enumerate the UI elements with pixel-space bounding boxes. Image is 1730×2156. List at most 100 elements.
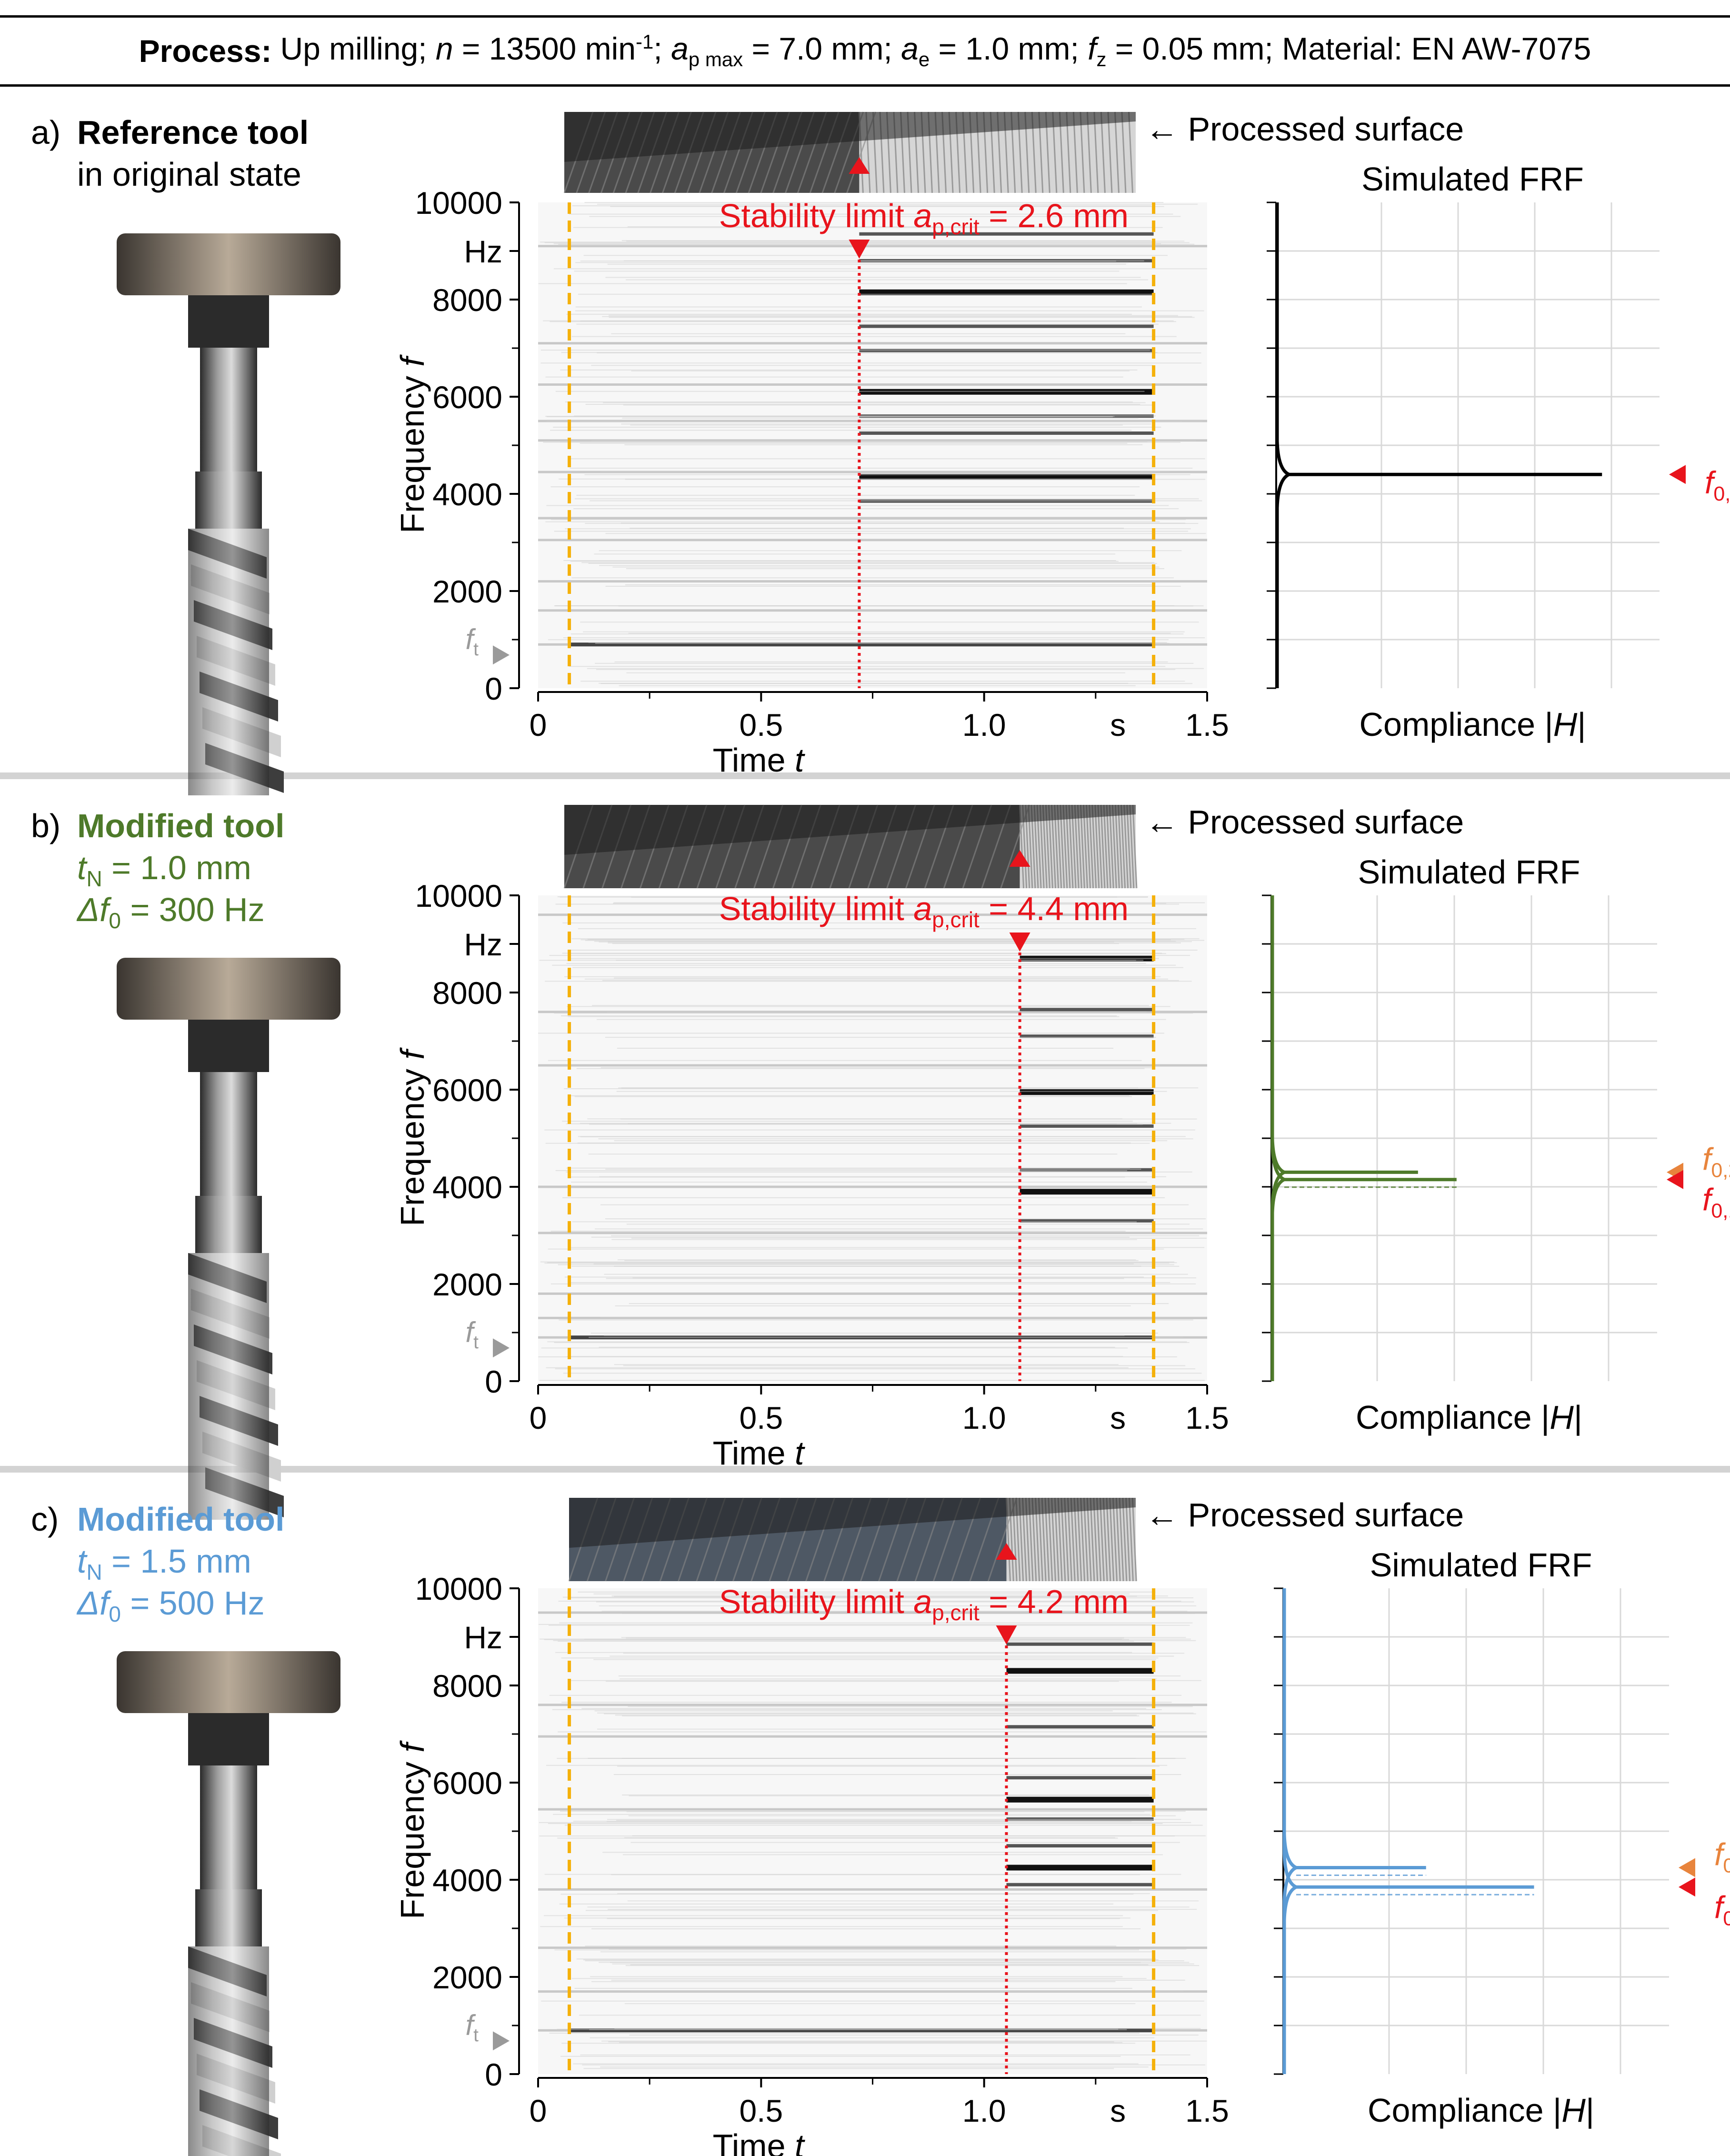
- workpiece-wedge: [569, 1498, 1136, 1548]
- tool-param-df0: Δf0 = 300 Hz: [76, 891, 265, 933]
- chatter-marks: [1080, 111, 1085, 193]
- y-tick-label: 4000: [432, 1863, 502, 1898]
- x-axis: 0 0.5 1.0 s 1.5 Time t: [530, 2077, 1229, 2156]
- y-tick-label: 2000: [432, 574, 502, 609]
- x-axis: 0 0.5 1.0 s 1.5 Time t: [530, 691, 1229, 779]
- chatter-marks: [1086, 1497, 1092, 1582]
- workpiece-wedge: [564, 805, 1136, 855]
- f01-marker: [1679, 1877, 1695, 1897]
- chatter-marks: [1077, 804, 1082, 889]
- chatter-marks: [1090, 1497, 1095, 1582]
- frf-curve-f0-1: [1270, 895, 1457, 1381]
- y-tick-label: 0: [485, 2057, 502, 2092]
- tool-neck: [195, 1196, 262, 1253]
- panel-letter: a): [31, 114, 60, 151]
- processed-surface-image: [563, 804, 1138, 889]
- y-tick-label: 8000: [432, 282, 502, 318]
- chatter-marks: [1128, 1497, 1134, 1582]
- chatter-marks: [1089, 804, 1094, 889]
- tool-neck: [195, 471, 262, 529]
- f02-label: f0,2: [1702, 1141, 1730, 1182]
- tool-flute-body: [188, 529, 269, 795]
- chatter-marks: [1115, 1497, 1121, 1582]
- chatter-marks: [1119, 1497, 1124, 1582]
- chatter-marks: [1123, 804, 1129, 889]
- collet: [188, 1713, 269, 1765]
- y-axis: 0 2000 4000 6000 8000 Hz 10000 Frequency f ft: [394, 1571, 520, 2092]
- stability-label: Stability limit ap,crit = 4.4 mm: [719, 890, 1129, 932]
- x-tick-label: s: [1110, 2093, 1126, 2128]
- chatter-marks: [1128, 111, 1133, 193]
- end-mill-image: [117, 958, 340, 1520]
- tool-param-tN: tN = 1.0 mm: [77, 849, 251, 891]
- stability-marker-up: [1009, 850, 1030, 867]
- chatter-marks: [1094, 804, 1100, 889]
- tool-flute-body: [188, 1253, 269, 1520]
- y-tick-label: 2000: [432, 1267, 502, 1302]
- tool-title: Modified tool: [77, 1501, 284, 1538]
- x-tick-label: 0: [530, 1400, 547, 1435]
- ft-label: ft: [465, 623, 479, 660]
- y-tick-label: 10000: [415, 185, 502, 221]
- x-tick-label: 0.5: [739, 1400, 783, 1435]
- x-tick-label: 0: [530, 707, 547, 742]
- ft-marker: [493, 645, 510, 665]
- chatter-marks: [1102, 1497, 1108, 1582]
- ft-marker: [493, 2031, 510, 2051]
- y-tick-label: 4000: [432, 1170, 502, 1205]
- end-mill-image: [117, 1651, 340, 2156]
- chatter-marks: [1107, 111, 1113, 193]
- y-tick-label: 10000: [415, 878, 502, 913]
- collet: [188, 1020, 269, 1072]
- stability-marker-down: [1009, 933, 1030, 952]
- f01-marker: [1669, 465, 1686, 484]
- x-tick-label: s: [1110, 1400, 1126, 1435]
- spectrogram: [538, 202, 1207, 688]
- f02-label: f0,2: [1714, 1837, 1730, 1877]
- stability-marker-up: [996, 1543, 1017, 1560]
- tool-param-df0: Δf0 = 500 Hz: [76, 1584, 265, 1626]
- frf-curve-f0-1: [1275, 202, 1602, 688]
- x-tick-label: 0: [530, 2093, 547, 2128]
- y-tick-label: Hz: [464, 1620, 502, 1655]
- simulated-frf-title: Simulated FRF: [1361, 160, 1584, 198]
- x-axis-label: Time t: [713, 1434, 805, 1472]
- processed-surface-label: ← Processed surface: [1145, 803, 1464, 841]
- y-tick-label: Hz: [464, 234, 502, 269]
- tool-flute-body: [188, 1946, 269, 2156]
- x-tick-label: 1.5: [1185, 1400, 1229, 1435]
- chatter-marks: [1083, 1497, 1089, 1582]
- chatter-marks: [1091, 804, 1097, 889]
- chatter-marks: [1093, 1497, 1099, 1582]
- tool-holder: [117, 958, 340, 1020]
- chatter-marks: [1086, 111, 1092, 193]
- stability-label: Stability limit ap,crit = 4.2 mm: [719, 1583, 1129, 1625]
- chatter-marks: [1073, 1497, 1079, 1582]
- chatter-marks: [1125, 1497, 1131, 1582]
- chatter-marks: [1126, 804, 1132, 889]
- chatter-marks: [1100, 111, 1106, 193]
- compliance-label: Compliance |H|: [1359, 706, 1586, 743]
- ft-label: ft: [465, 1316, 479, 1353]
- x-tick-label: 1.0: [962, 2093, 1006, 2128]
- x-tick-label: 0.5: [739, 707, 783, 742]
- panel-letter: b): [31, 807, 60, 844]
- f01-label: f0,1: [1702, 1182, 1730, 1223]
- y-tick-label: Hz: [464, 927, 502, 962]
- separator-1: [0, 772, 1730, 779]
- ft-marker: [493, 1338, 510, 1358]
- y-tick-label: 2000: [432, 1960, 502, 1995]
- tool-holder: [117, 233, 340, 295]
- chatter-marks: [1131, 1497, 1137, 1582]
- chatter-marks: [1086, 804, 1091, 889]
- chatter-marks: [1111, 804, 1117, 889]
- chatter-marks: [1080, 804, 1085, 889]
- frf-plot: Simulated FRF f0,1 Compliance |H|: [1267, 160, 1730, 743]
- chatter-marks: [1097, 804, 1103, 889]
- panel-a: a) Reference tool in original state ← Proce…: [31, 110, 1730, 795]
- f01-label: f0,1: [1705, 465, 1730, 505]
